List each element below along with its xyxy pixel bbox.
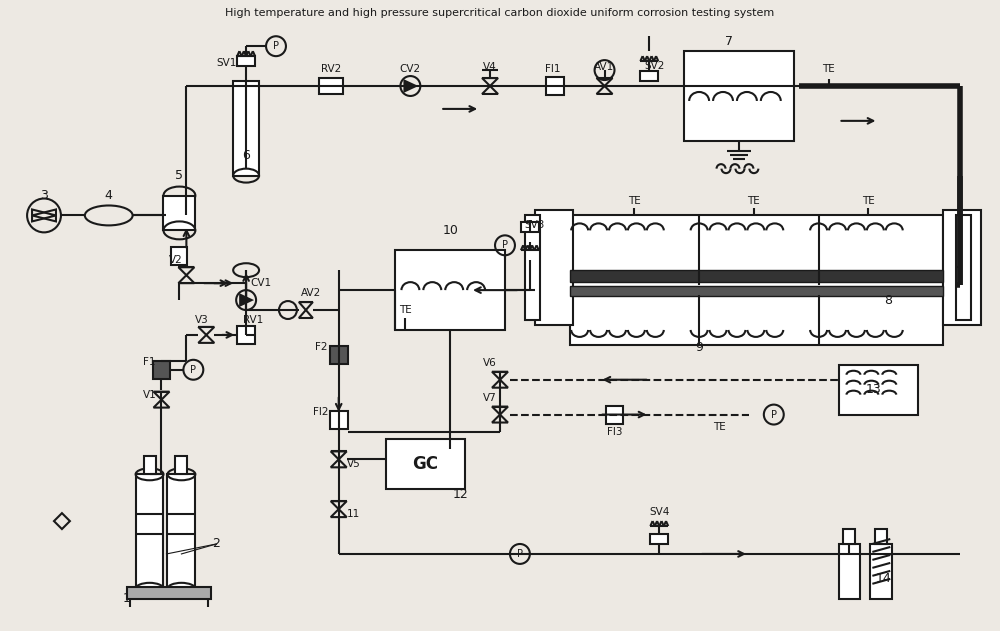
Bar — [237, 326, 255, 344]
Text: 5: 5 — [175, 169, 183, 182]
Bar — [570, 286, 943, 296]
Bar — [127, 587, 211, 599]
Text: SV3: SV3 — [525, 220, 545, 230]
Bar — [233, 81, 259, 175]
Text: 8: 8 — [884, 293, 892, 307]
Bar — [395, 251, 505, 330]
Bar — [570, 215, 943, 345]
Text: TE: TE — [713, 422, 725, 432]
Text: V2: V2 — [169, 256, 182, 265]
Bar — [136, 475, 163, 589]
Bar — [330, 346, 348, 364]
Bar — [535, 211, 573, 325]
Text: P: P — [517, 549, 523, 559]
Text: 13: 13 — [865, 383, 881, 396]
Bar — [525, 215, 540, 320]
Text: TE: TE — [862, 196, 875, 206]
Text: FI3: FI3 — [607, 427, 622, 437]
Text: SV4: SV4 — [649, 507, 669, 517]
Bar — [144, 456, 156, 475]
Bar — [330, 411, 348, 428]
Text: P: P — [771, 410, 777, 420]
Text: F1: F1 — [143, 357, 156, 367]
Bar — [875, 529, 887, 544]
Text: 2: 2 — [212, 538, 220, 550]
Polygon shape — [239, 293, 254, 307]
Text: V6: V6 — [483, 358, 497, 368]
Text: SV1: SV1 — [216, 58, 236, 68]
Bar — [684, 51, 794, 141]
Bar — [870, 544, 892, 599]
Text: 4: 4 — [105, 189, 113, 202]
Text: V4: V4 — [483, 62, 497, 72]
Bar — [175, 456, 187, 475]
Text: CV1: CV1 — [250, 278, 272, 288]
Text: V5: V5 — [347, 459, 361, 469]
Bar — [319, 78, 343, 94]
Text: P: P — [273, 41, 279, 51]
Bar — [943, 211, 981, 325]
Text: 9: 9 — [695, 341, 703, 355]
Bar — [521, 222, 539, 232]
Bar — [163, 196, 195, 230]
Text: 11: 11 — [347, 509, 360, 519]
Bar — [237, 56, 255, 66]
Bar — [546, 77, 564, 95]
Text: FI2: FI2 — [313, 406, 329, 416]
Text: 6: 6 — [242, 149, 250, 162]
Text: GC: GC — [412, 456, 438, 473]
Polygon shape — [403, 79, 418, 93]
Bar — [171, 247, 187, 265]
Text: SV2: SV2 — [644, 61, 665, 71]
Text: TE: TE — [822, 64, 835, 74]
Bar — [606, 406, 623, 423]
Bar — [386, 439, 465, 489]
Text: 14: 14 — [875, 572, 891, 586]
Bar — [640, 71, 658, 81]
Text: High temperature and high pressure supercritical carbon dioxide uniform corrosio: High temperature and high pressure super… — [225, 8, 775, 18]
Text: RV1: RV1 — [243, 315, 263, 325]
Text: AV2: AV2 — [301, 288, 321, 298]
Text: 7: 7 — [725, 35, 733, 48]
Text: V7: V7 — [483, 392, 497, 403]
Bar — [570, 270, 943, 282]
Text: CV2: CV2 — [400, 64, 421, 74]
Text: V1: V1 — [143, 390, 156, 399]
Text: TE: TE — [628, 196, 641, 206]
Bar — [839, 365, 918, 415]
Text: V3: V3 — [194, 315, 208, 325]
Text: P: P — [502, 240, 508, 251]
Text: P: P — [190, 365, 196, 375]
Text: 12: 12 — [452, 488, 468, 501]
Text: AV1: AV1 — [594, 62, 615, 72]
Text: TE: TE — [399, 305, 412, 315]
Text: RV2: RV2 — [321, 64, 341, 74]
Bar — [167, 475, 195, 589]
Bar — [650, 534, 668, 544]
Text: FI1: FI1 — [545, 64, 561, 74]
Text: 1: 1 — [123, 593, 131, 605]
Text: 3: 3 — [40, 189, 48, 202]
Bar — [843, 529, 855, 544]
Text: F2: F2 — [315, 342, 327, 352]
Bar — [839, 544, 860, 599]
Text: 10: 10 — [442, 224, 458, 237]
Bar — [956, 215, 971, 320]
Bar — [153, 361, 170, 379]
Text: TE: TE — [748, 196, 760, 206]
